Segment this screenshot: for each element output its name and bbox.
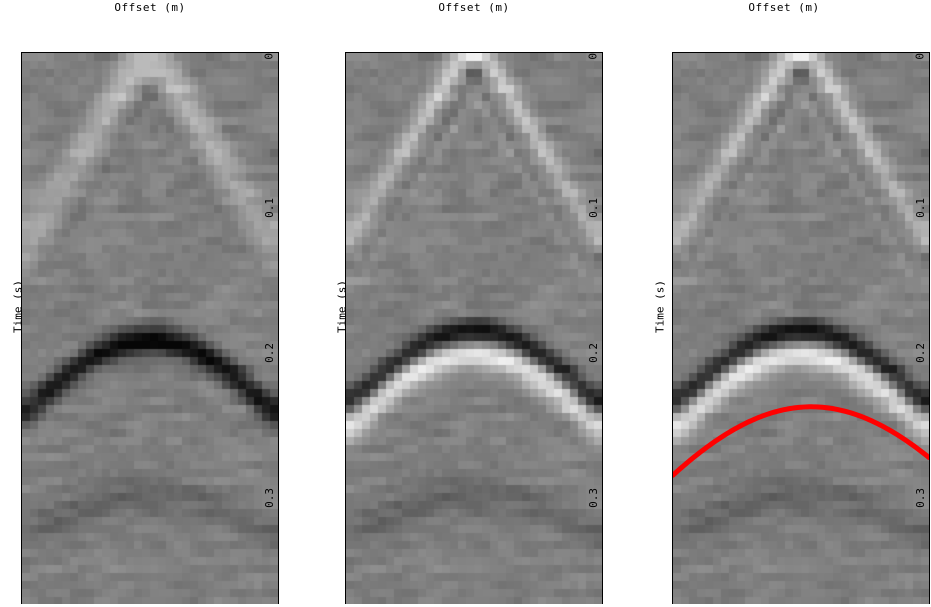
panel-2-top-axis-line xyxy=(346,52,602,53)
panel-3-y-axis-title: Time (s) xyxy=(653,280,667,333)
panel-3-seismic-image xyxy=(673,53,929,604)
panel-processed-gather: Offset (m) Time (s) −200−100010020000.10… xyxy=(324,0,624,607)
panel-1-plot-area[interactable]: −200−100010020000.10.20.3 xyxy=(21,52,279,604)
panel-1-top-axis-line xyxy=(22,52,278,53)
panel-raw-gather: Offset (m) Time (s) −200−100010020000.10… xyxy=(0,0,300,607)
panel-2-plot-area[interactable]: −200−100010020000.10.20.3 xyxy=(345,52,603,604)
panel-2-y-tick-label-3: 0.3 xyxy=(587,488,600,508)
panel-2-y-tick-label-0: 0 xyxy=(587,53,600,60)
panel-1-y-tick-label-0: 0 xyxy=(263,53,276,60)
panel-1-x-axis-title: Offset (m) xyxy=(114,1,186,14)
panel-3-x-axis-title: Offset (m) xyxy=(748,1,820,14)
panel-2-seismic-image xyxy=(346,53,602,604)
panel-1-seismic-image xyxy=(22,53,278,604)
panel-2-y-tick-label-2: 0.2 xyxy=(587,343,600,363)
picked-hyperbola-overlay xyxy=(673,404,929,478)
panel-processed-gather-with-pick: Offset (m) Time (s) −200−100010020000.10… xyxy=(646,0,931,607)
panel-1-y-tick-label-2: 0.2 xyxy=(263,343,276,363)
panel-2-y-tick-label-1: 0.1 xyxy=(587,198,600,218)
panel-3-y-tick-label-1: 0.1 xyxy=(914,198,927,218)
panel-3-y-tick-label-0: 0 xyxy=(914,53,927,60)
panel-1-y-tick-label-3: 0.3 xyxy=(263,488,276,508)
panel-3-top-axis-line xyxy=(673,52,929,53)
panel-3-plot-area[interactable]: −200−100010020000.10.20.3 xyxy=(672,52,930,604)
panel-3-y-tick-label-2: 0.2 xyxy=(914,343,927,363)
panel-1-y-tick-label-1: 0.1 xyxy=(263,198,276,218)
panel-2-x-axis-title: Offset (m) xyxy=(438,1,510,14)
panel-3-y-tick-label-3: 0.3 xyxy=(914,488,927,508)
